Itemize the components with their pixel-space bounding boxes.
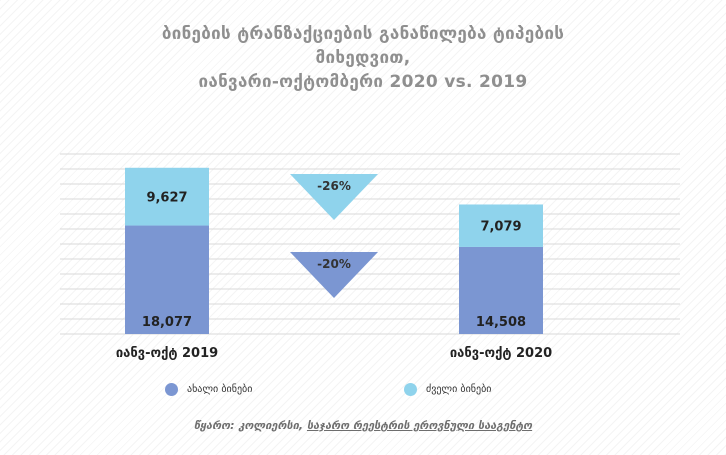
source-label: წყარო:: [193, 419, 235, 432]
data-label: 7,079: [480, 220, 521, 235]
source-link[interactable]: საჯარო რეესტრის ეროვნული სააგენტო: [306, 419, 533, 432]
category-label: იანვ-ოქტ 2019: [116, 346, 218, 361]
source-text: კოლიერსი,: [238, 419, 304, 432]
change-indicator: [290, 252, 378, 298]
data-label: 14,508: [476, 315, 526, 330]
chart-area: 18,077 9,627 იანვ-ოქტ 2019 14,508 7,079 იანვ-…: [60, 153, 680, 361]
bar-segment-new: [125, 225, 209, 334]
bar-segment-new: [459, 246, 543, 334]
legend-swatch-old: [404, 383, 417, 396]
data-label: 18,077: [142, 315, 192, 330]
source-note: წყარო: კოლიერსი, საჯარო რეესტრის ეროვნულ…: [0, 419, 726, 432]
legend-item-new: ახალი ბინები: [165, 383, 252, 396]
bar-segment-old: [125, 167, 209, 226]
legend-label-old: ძველი ბინები: [426, 384, 492, 395]
legend-swatch-new: [165, 383, 178, 396]
legend-item-old: ძველი ბინები: [404, 383, 491, 396]
change-label: -20%: [317, 257, 351, 271]
change-label: -26%: [317, 179, 351, 193]
bar-segment-old: [459, 204, 543, 247]
title-line-2: მიხედვით,: [315, 48, 411, 68]
change-indicator: [290, 174, 378, 220]
legend-label-new: ახალი ბინები: [187, 384, 253, 395]
chart-title: ბინების ტრანზაქციების განაწილება ტიპების…: [0, 22, 726, 94]
category-label: იანვ-ოქტ 2020: [450, 346, 552, 361]
title-line-3: იანვარი-ოქტომბერი 2020 vs. 2019: [198, 72, 528, 92]
data-label: 9,627: [146, 191, 187, 206]
title-line-1: ბინების ტრანზაქციების განაწილება ტიპების: [161, 24, 565, 44]
